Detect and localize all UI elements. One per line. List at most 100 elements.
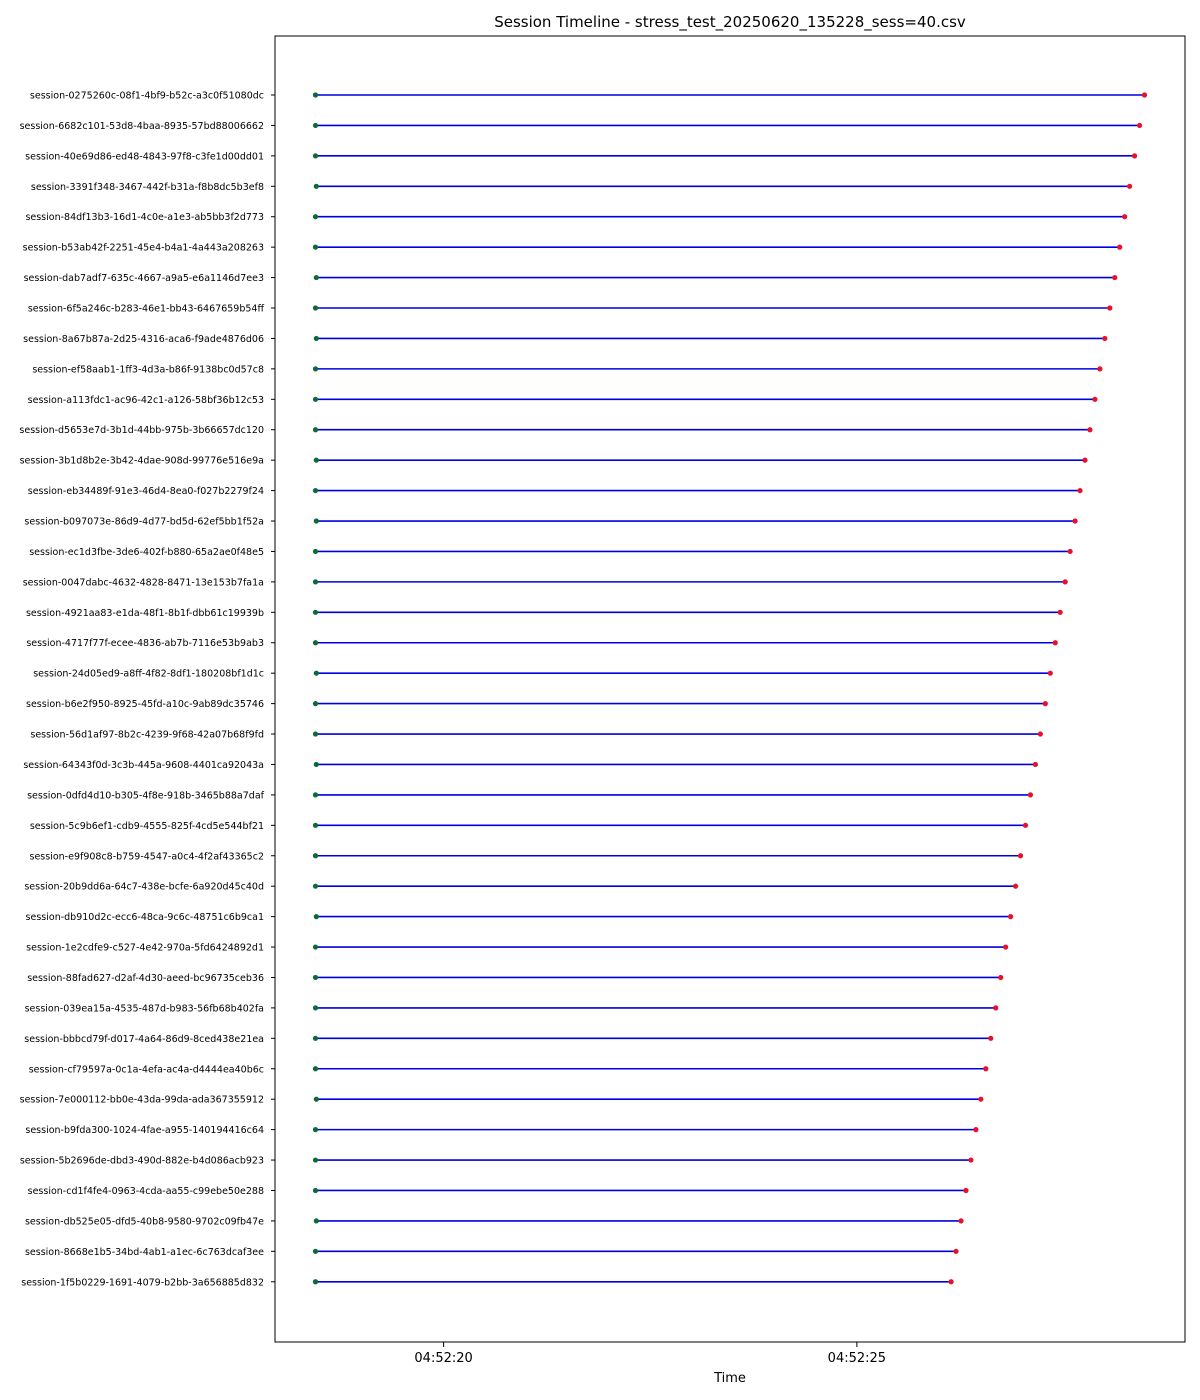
y-tick-label: session-4717f77f-ecee-4836-ab7b-7116e53b…	[26, 638, 264, 649]
session-end-marker	[1047, 670, 1053, 676]
y-tick-label: session-5c9b6ef1-cdb9-4555-825f-4cd5e544…	[30, 821, 264, 832]
y-tick-label: session-3b1d8b2e-3b42-4dae-908d-99776e51…	[20, 456, 264, 467]
session-end-marker	[948, 1279, 954, 1285]
session-end-marker	[1042, 701, 1048, 707]
y-tick-label: session-3391f348-3467-442f-b31a-f8b8dc5b…	[31, 182, 264, 193]
session-end-marker	[978, 1096, 984, 1102]
y-tick-label: session-56d1af97-8b2c-4239-9f68-42a07b68…	[30, 730, 264, 741]
session-start-marker	[312, 122, 319, 129]
y-tick-label: session-d5653e7d-3b1d-44bb-975b-3b66657d…	[19, 425, 264, 436]
session-end-marker	[1008, 914, 1014, 920]
session-end-marker	[1102, 335, 1108, 342]
session-end-marker	[1131, 153, 1138, 159]
session-end-marker	[1052, 640, 1058, 646]
session-end-marker	[998, 974, 1004, 981]
session-start-marker	[313, 1218, 319, 1224]
y-tick-label: session-0dfd4d10-b305-4f8e-918b-3465b88a…	[27, 790, 265, 801]
session-end-marker	[1092, 396, 1098, 402]
session-start-marker	[313, 457, 319, 463]
session-end-marker	[1012, 883, 1019, 889]
session-start-marker	[312, 92, 319, 98]
session-end-marker	[1141, 92, 1148, 98]
session-end-marker	[1107, 305, 1113, 311]
y-tick-label: session-7e000112-bb0e-43da-99da-ada36735…	[20, 1095, 264, 1106]
y-tick-label: session-cf79597a-0c1a-4efa-ac4a-d4444ea4…	[29, 1064, 264, 1075]
session-end-marker	[1082, 457, 1088, 463]
y-tick-label: session-6682c101-53d8-4baa-8935-57bd8800…	[20, 121, 264, 132]
x-axis-label: Time	[713, 1371, 746, 1386]
y-tick-label: session-64343f0d-3c3b-445a-9608-4401ca92…	[23, 760, 264, 771]
y-tick-label: session-0047dabc-4632-4828-8471-13e153b7…	[23, 577, 264, 588]
session-start-marker	[312, 1279, 319, 1285]
y-tick-label: session-5b2696de-dbd3-490d-882e-b4d086ac…	[20, 1156, 264, 1167]
session-start-marker	[312, 1127, 319, 1133]
session-end-marker	[1112, 274, 1118, 281]
session-start-marker	[312, 579, 319, 585]
y-tick-label: session-bbbcd79f-d017-4a64-86d9-8ced438e…	[24, 1034, 264, 1045]
session-start-marker	[313, 1096, 319, 1102]
plot-area-frame	[274, 35, 1186, 1343]
session-start-marker	[312, 792, 319, 798]
chart-title: Session Timeline - stress_test_20250620_…	[494, 13, 966, 32]
y-tick-label: session-6f5a246c-b283-46e1-bb43-6467659b…	[28, 304, 265, 315]
session-start-marker	[312, 305, 319, 311]
session-end-marker	[1072, 518, 1078, 524]
y-tick-label: session-dab7adf7-635c-4667-a9a5-e6a1146d…	[24, 273, 264, 284]
y-tick-label: session-b097073e-86d9-4d77-bd5d-62ef5bb1…	[24, 517, 264, 528]
y-tick-label: session-1f5b0229-1691-4079-b2bb-3a656885…	[21, 1277, 264, 1288]
session-end-marker	[1032, 761, 1038, 768]
session-start-marker	[313, 518, 319, 524]
session-end-marker	[1097, 366, 1103, 372]
y-tick-label: session-db910d2c-ecc6-48ca-9c6c-48751c6b…	[26, 912, 264, 923]
y-tick-label: session-0275260c-08f1-4bf9-b52c-a3c0f510…	[30, 91, 264, 102]
session-start-marker	[312, 1248, 319, 1254]
y-tick-label: session-4921aa83-e1da-48f1-8b1f-dbb61c19…	[26, 608, 264, 619]
y-axis-ticks: session-0275260c-08f1-4bf9-b52c-a3c0f510…	[19, 91, 275, 1288]
session-start-marker	[312, 1157, 319, 1163]
session-start-marker	[312, 822, 319, 828]
session-start-marker	[312, 883, 319, 889]
session-end-marker	[983, 1066, 989, 1072]
y-tick-label: session-b53ab42f-2251-45e4-b4a1-4a443a20…	[23, 243, 264, 254]
y-tick-label: session-88fad627-d2af-4d30-aeed-bc96735c…	[27, 973, 264, 984]
session-end-marker	[1037, 731, 1043, 737]
session-start-marker	[313, 761, 319, 768]
session-start-marker	[313, 274, 319, 281]
session-start-marker	[312, 944, 319, 950]
y-tick-label: session-cd1f4fe4-0963-4cda-aa55-c99ebe50…	[28, 1186, 264, 1197]
y-tick-label: session-b6e2f950-8925-45fd-a10c-9ab89dc3…	[26, 699, 264, 710]
y-tick-label: session-8668e1b5-34bd-4ab1-a1ec-6c763dca…	[25, 1247, 264, 1258]
session-start-marker	[312, 1187, 319, 1194]
session-start-marker	[312, 153, 319, 159]
session-end-marker	[953, 1248, 959, 1254]
session-end-marker	[1027, 792, 1034, 798]
session-end-marker	[1087, 427, 1093, 433]
session-end-marker	[1122, 214, 1128, 220]
y-tick-label: session-db525e05-dfd5-40b8-9580-9702c09f…	[25, 1216, 264, 1227]
session-start-marker	[312, 640, 319, 646]
session-start-marker	[312, 853, 319, 859]
session-start-marker	[313, 914, 319, 920]
x-tick-label: 04:52:20	[414, 1351, 472, 1366]
session-end-marker	[1003, 944, 1009, 950]
y-tick-label: session-eb34489f-91e3-46d4-8ea0-f027b227…	[28, 486, 264, 497]
session-end-marker	[958, 1218, 964, 1224]
session-start-marker	[312, 487, 319, 494]
y-tick-label: session-039ea15a-4535-487d-b983-56fb68b4…	[25, 1003, 264, 1014]
y-tick-label: session-ef58aab1-1ff3-4d3a-b86f-9138bc0d…	[32, 364, 264, 375]
y-tick-label: session-8a67b87a-2d25-4316-aca6-f9ade487…	[23, 334, 264, 345]
y-tick-label: session-a113fdc1-ac96-42c1-a126-58bf36b1…	[28, 395, 264, 406]
session-end-marker	[963, 1187, 969, 1194]
session-start-marker	[312, 1035, 319, 1041]
x-axis-ticks: 04:52:20 04:52:25	[414, 1342, 886, 1366]
y-tick-label: session-40e69d86-ed48-4843-97f8-c3fe1d00…	[25, 151, 264, 162]
session-end-marker	[1062, 579, 1068, 585]
session-end-marker	[1117, 244, 1123, 250]
session-end-marker	[968, 1157, 974, 1163]
session-start-marker	[312, 609, 319, 615]
session-end-marker	[1067, 548, 1073, 555]
session-end-marker	[988, 1035, 994, 1041]
timeline-marks	[312, 92, 1148, 1285]
session-end-marker	[1022, 822, 1029, 828]
